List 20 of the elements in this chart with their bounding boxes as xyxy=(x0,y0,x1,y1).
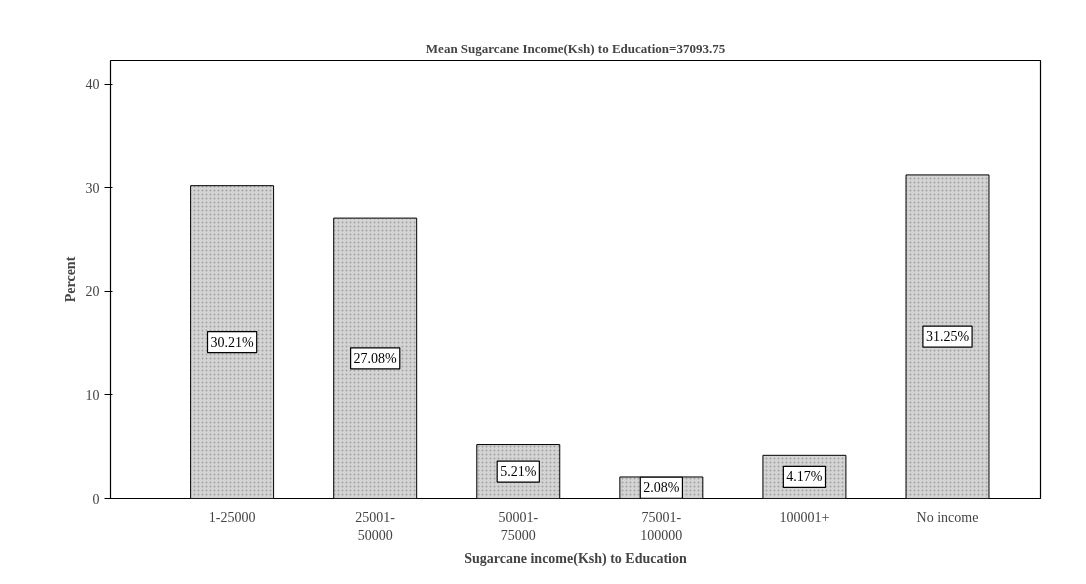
y-axis-title: Percent xyxy=(62,256,78,303)
data-label: 5.21% xyxy=(500,464,537,480)
data-label: 31.25% xyxy=(925,329,970,345)
x-tick-label: 1-25000 xyxy=(208,509,256,525)
y-tick-label: 30 xyxy=(85,180,100,196)
data-label: 27.08% xyxy=(353,350,398,366)
x-tick-label: 100001+ xyxy=(779,509,830,525)
data-label: 30.21% xyxy=(210,334,255,350)
data-label: 2.08% xyxy=(643,480,680,496)
x-tick-label: 50001- 75000 xyxy=(498,509,539,543)
x-tick-label: 25001- 50000 xyxy=(355,509,396,543)
y-tick-label: 0 xyxy=(92,491,100,507)
data-label: 4.17% xyxy=(786,469,823,485)
y-tick-label: 40 xyxy=(85,77,100,93)
chart-title: Mean Sugarcane Income(Ksh) to Education=37093.75 xyxy=(425,40,726,56)
y-tick-label: 20 xyxy=(85,284,100,300)
y-tick-label: 10 xyxy=(85,387,100,403)
x-tick-label: 75001- 100000 xyxy=(640,509,683,543)
x-axis-title: Sugarcane income(Ksh) to Education xyxy=(464,550,688,567)
x-tick-label: No income xyxy=(916,509,979,525)
